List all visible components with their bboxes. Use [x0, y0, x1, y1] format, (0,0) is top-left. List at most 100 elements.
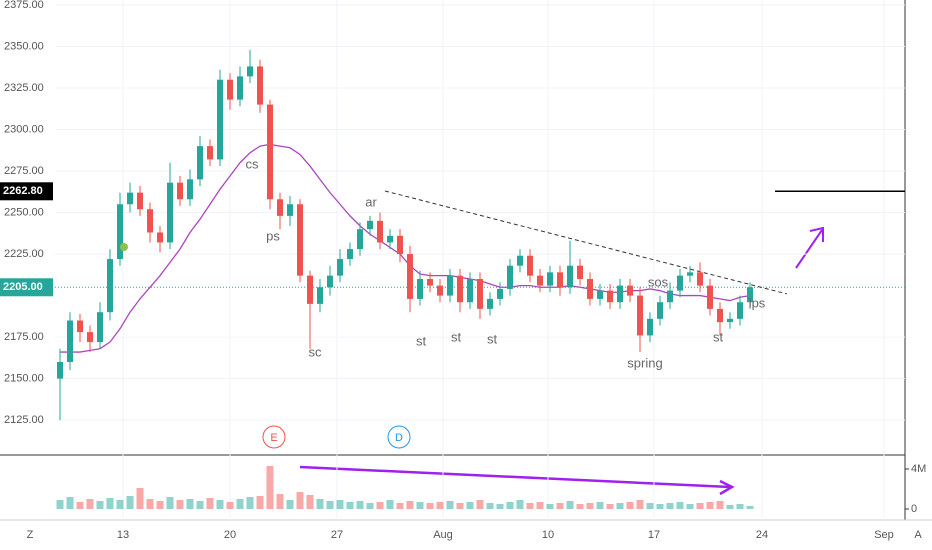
- corner-label: Z: [27, 529, 34, 541]
- candle-body: [317, 287, 323, 304]
- volume-bar: [226, 502, 234, 509]
- y-tick-label: 2225.00: [4, 248, 44, 260]
- volume-bar: [556, 503, 564, 509]
- volume-bar: [426, 503, 434, 509]
- volume-bar: [296, 492, 304, 509]
- annotation: lps: [749, 295, 766, 310]
- candle-body: [727, 318, 733, 323]
- candle-body: [397, 235, 403, 255]
- vol-tick-label: 4M: [911, 463, 926, 475]
- volume-bar: [126, 496, 134, 509]
- volume-bar: [136, 488, 144, 509]
- candle-body: [677, 275, 683, 291]
- volume-bar: [286, 500, 294, 509]
- volume-bar: [496, 504, 504, 509]
- trendline: [384, 190, 788, 295]
- candle-body: [277, 199, 283, 216]
- volume-bar: [66, 497, 74, 509]
- volume-bar: [516, 500, 524, 509]
- candle-body: [307, 275, 313, 304]
- y-tick-label: 2350.00: [4, 40, 44, 52]
- candle-body: [707, 285, 713, 309]
- volume-bar: [56, 500, 64, 509]
- x-tick-label: 10: [542, 529, 554, 541]
- candle-body: [267, 104, 273, 200]
- volume-bar: [616, 503, 624, 509]
- y-tick-label: 2375.00: [4, 0, 44, 11]
- candle-body: [437, 285, 443, 296]
- candle-body: [457, 275, 463, 303]
- volume-bar: [546, 504, 554, 509]
- volume-bar: [666, 503, 674, 509]
- volume-bar: [486, 503, 494, 509]
- candle-body: [227, 79, 233, 100]
- arrow-head: [809, 226, 824, 242]
- candle-body: [607, 290, 613, 303]
- volume-arrow: [299, 465, 731, 489]
- annotation: ps: [266, 228, 280, 243]
- volume-bar: [716, 501, 724, 509]
- candle-body: [327, 275, 333, 288]
- arrow: [795, 229, 823, 269]
- volume-bar: [436, 502, 444, 509]
- volume-bar: [536, 502, 544, 509]
- volume-bar: [656, 504, 664, 509]
- candle-body: [667, 290, 673, 303]
- candle-body: [577, 265, 583, 279]
- volume-bar: [476, 500, 484, 509]
- price-label-box: [0, 182, 53, 201]
- volume-bar: [626, 502, 634, 509]
- candle-body: [117, 204, 123, 260]
- candle-body: [197, 146, 203, 180]
- candle-body: [617, 285, 623, 303]
- candle-body: [517, 255, 523, 266]
- annotation: ar: [365, 194, 377, 209]
- volume-bar: [346, 502, 354, 509]
- candle-body: [207, 146, 213, 160]
- candle-body: [387, 235, 393, 243]
- candle-body: [447, 275, 453, 296]
- candle-body: [247, 66, 253, 77]
- candle-body: [657, 302, 663, 319]
- volume-bar: [116, 500, 124, 509]
- y-tick-label: 2275.00: [4, 165, 44, 177]
- candle-body: [157, 232, 163, 243]
- candle-body: [217, 79, 223, 160]
- candle-body: [127, 192, 133, 205]
- volume-bar: [736, 504, 744, 509]
- candle-body: [537, 275, 543, 286]
- event-label: E: [270, 432, 277, 444]
- y-tick-label: 2125.00: [4, 414, 44, 426]
- volume-bar: [506, 502, 514, 509]
- volume-bar: [646, 503, 654, 509]
- volume-bar: [376, 502, 384, 509]
- y-tick-label: 2250.00: [4, 206, 44, 218]
- volume-bar: [96, 501, 104, 509]
- candle-body: [417, 278, 423, 299]
- price-label: 2205.00: [3, 281, 43, 293]
- volume-bar: [326, 501, 334, 509]
- candle-body: [347, 249, 353, 260]
- candle-body: [67, 320, 73, 363]
- candle-body: [717, 308, 723, 323]
- annotation: st: [416, 333, 427, 348]
- volume-arrow-head: [719, 479, 735, 496]
- volume-bar: [256, 496, 264, 509]
- candle-body: [137, 192, 143, 210]
- x-tick-label: 24: [756, 529, 768, 541]
- price-label-box: [0, 278, 53, 297]
- annotation: sos: [648, 274, 669, 289]
- candle-body: [147, 209, 153, 233]
- candle-body: [597, 290, 603, 299]
- candle-body: [57, 362, 63, 379]
- candle-body: [367, 220, 373, 230]
- candle-body: [287, 204, 293, 216]
- volume-bar: [336, 500, 344, 509]
- volume-bar: [106, 498, 114, 509]
- candle-body: [167, 182, 173, 243]
- annotation: spring: [627, 355, 662, 370]
- candle-body: [697, 272, 703, 286]
- candle-body: [177, 182, 183, 200]
- annotation: st: [713, 329, 724, 344]
